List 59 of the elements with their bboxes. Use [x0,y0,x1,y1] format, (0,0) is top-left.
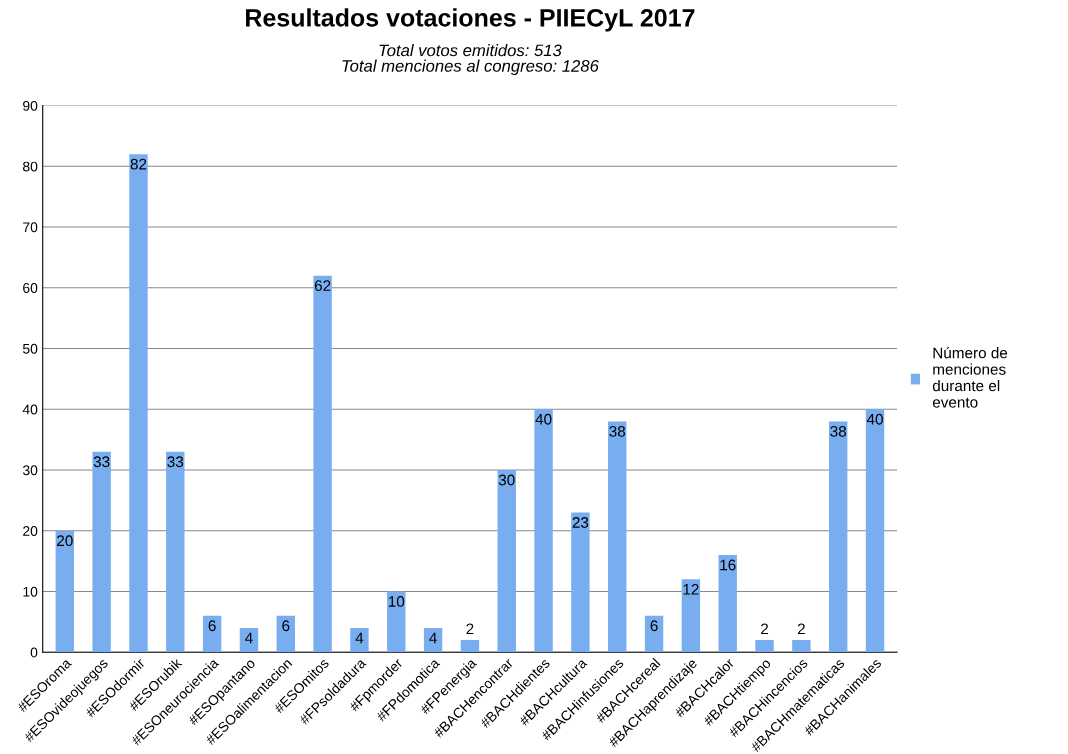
bar [129,154,148,653]
data-label: 6 [650,620,658,632]
chart-subtitle: Total votos emitidos: 513 Total menciones al congreso: 1286 [342,44,599,76]
y-tick-label: 10 [23,586,38,597]
data-label: 38 [830,425,847,437]
data-label: 23 [572,517,589,528]
y-tick-label: 40 [22,404,38,415]
bar [828,421,848,653]
data-label: 4 [355,632,364,644]
data-label: 16 [720,559,736,571]
bar [497,469,516,653]
data-label: 38 [609,425,626,437]
data-label: 4 [245,632,253,644]
data-label: 40 [866,413,883,425]
bar [202,615,222,653]
bar [755,640,774,653]
data-label: 30 [498,474,515,486]
y-tick-label: 30 [22,465,38,476]
data-label: 12 [683,583,699,595]
y-tick-label: 0 [30,647,38,658]
data-label: 4 [429,632,437,644]
y-tick-label: 90 [23,100,38,111]
bar [276,615,295,653]
data-label: 6 [208,620,216,632]
data-label: 2 [797,623,805,635]
bar [313,275,332,653]
legend-label: Número de menciones durante el evento [932,346,1008,408]
data-label: 2 [466,623,474,635]
chart-title: Resultados votaciones - PIIECyL 2017 [246,8,695,32]
bar [571,512,590,653]
bar [718,555,737,653]
bar [239,627,259,653]
y-tick-label: 20 [23,526,38,536]
bar [92,451,111,653]
bar [423,627,443,653]
bar [865,409,885,653]
bar [681,579,701,653]
bar [350,627,369,653]
y-tick-label: 60 [23,283,38,293]
bar [534,409,553,653]
y-tick-label: 80 [23,161,38,172]
bar [644,615,664,653]
data-label: 6 [282,620,290,632]
bar [460,640,480,653]
bar [608,421,627,653]
data-label: 33 [167,456,184,468]
bar [166,451,185,653]
bar [387,591,406,653]
data-label: 82 [130,158,147,170]
data-label: 40 [535,413,552,425]
data-label: 20 [57,535,73,547]
bar [792,640,811,653]
data-label: 62 [314,280,331,292]
bar [55,530,75,653]
data-label: 10 [388,596,405,607]
data-label: 2 [761,623,769,635]
y-tick-label: 70 [23,222,38,233]
y-tick-label: 50 [22,343,38,354]
data-label: 33 [93,456,110,468]
